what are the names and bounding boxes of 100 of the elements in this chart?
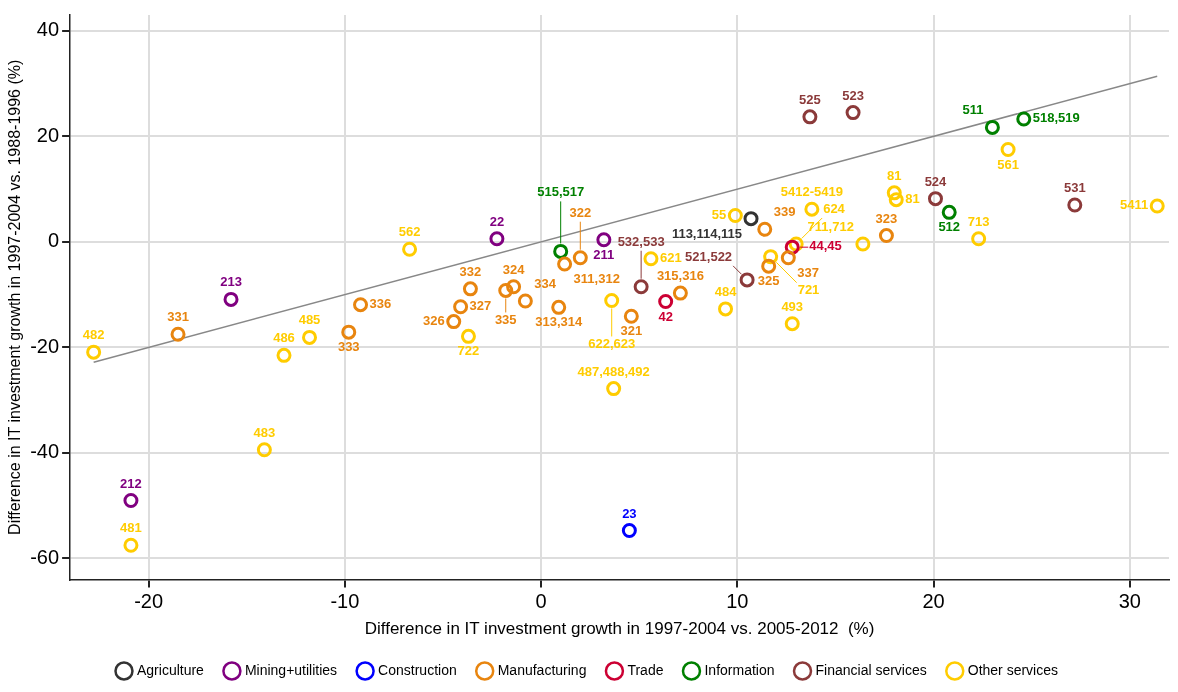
- point: [643, 251, 659, 267]
- annotation: 713: [967, 213, 990, 229]
- point: [780, 250, 796, 266]
- x-axis-title: Difference in IT investment growth in 1997-2004 vs. 2005-2012 (%): [364, 619, 875, 639]
- x-tick-label: 20: [922, 590, 945, 613]
- annotation: 515,517: [537, 184, 585, 200]
- y-tick-label: 20: [36, 123, 60, 146]
- annotation: 324: [502, 261, 526, 277]
- point: [623, 308, 639, 324]
- point: [460, 328, 476, 344]
- annotation: 621: [659, 249, 682, 265]
- annotation: 212: [120, 475, 142, 491]
- annotation: 81: [905, 190, 920, 206]
- annotation: 561: [997, 156, 1019, 172]
- annotation: 311,312: [573, 271, 620, 287]
- y-tick-label: -40: [30, 440, 60, 463]
- annotation: 113,114,115: [671, 225, 743, 241]
- legend-label: Mining+utilities: [244, 661, 338, 678]
- point: [761, 258, 777, 274]
- annotation: 44,45: [809, 238, 842, 254]
- annotation: 493: [781, 298, 804, 314]
- point: [596, 232, 612, 248]
- point: [446, 314, 462, 330]
- annotation: 486: [273, 330, 295, 346]
- annotation: 525: [799, 91, 821, 107]
- annotation: 722: [457, 343, 480, 359]
- x-tick-label: -10: [330, 590, 360, 613]
- point: [86, 344, 102, 360]
- annotation: 5412-5419: [780, 184, 843, 200]
- annotation: 42: [658, 308, 673, 324]
- point: [557, 256, 573, 272]
- point: [341, 324, 357, 340]
- annotation: 213: [220, 274, 242, 290]
- annotation: 482: [82, 327, 105, 343]
- annotation: 5411: [1120, 197, 1149, 213]
- point: [855, 236, 871, 252]
- annotation: 315,316: [656, 268, 704, 284]
- annotation: 484: [714, 283, 738, 299]
- point: [757, 221, 773, 237]
- point: [743, 211, 759, 227]
- point: [633, 279, 649, 295]
- legend-label: Other services: [967, 661, 1059, 678]
- point: [123, 537, 139, 553]
- annotation: 336: [369, 295, 392, 311]
- annotation: 532,533: [617, 233, 665, 249]
- y-axis-title: Difference in IT investment growth in 1997-2004 vs. 1988-1996 (%): [6, 59, 24, 535]
- point: [353, 297, 369, 313]
- annotation: 518,519: [1032, 110, 1080, 126]
- annotation: 81: [887, 167, 902, 183]
- legend-label: Trade: [627, 661, 664, 678]
- point: [971, 231, 987, 247]
- point: [886, 185, 902, 201]
- legend-label: Manufacturing: [497, 661, 587, 678]
- annotation: 23: [622, 505, 637, 521]
- point: [888, 192, 904, 208]
- annotation: 487,488,492: [577, 363, 650, 379]
- point: [845, 105, 861, 121]
- point: [1016, 111, 1032, 127]
- annotation: 721: [797, 281, 820, 297]
- annotation: 562: [398, 224, 421, 240]
- point: [1149, 198, 1165, 214]
- legend-label: Information: [704, 661, 775, 678]
- annotation: 523: [842, 87, 864, 103]
- x-tick-label: 30: [1118, 590, 1141, 613]
- annotation: 325: [757, 273, 780, 289]
- point: [498, 282, 514, 298]
- annotation: 326: [423, 312, 445, 328]
- annotation: 337: [797, 264, 820, 280]
- annotation: 485: [298, 312, 321, 328]
- legend-label: Construction: [378, 661, 457, 678]
- point: [402, 241, 418, 257]
- point: [658, 294, 674, 310]
- annotation: 511: [962, 102, 984, 118]
- point: [604, 292, 620, 308]
- annotation: 322: [569, 204, 592, 220]
- point: [489, 231, 505, 247]
- point: [621, 523, 637, 539]
- annotation: 327: [469, 297, 492, 313]
- x-tick-label: 0: [535, 590, 547, 613]
- annotation: 22: [489, 213, 505, 229]
- point: [276, 347, 292, 363]
- annotation: 333: [337, 339, 360, 355]
- annotation: 521,522: [685, 248, 733, 264]
- annotation: 339: [773, 204, 796, 220]
- point: [517, 293, 533, 309]
- point: [551, 299, 567, 315]
- point: [802, 109, 818, 125]
- annotation: 512: [938, 219, 961, 235]
- annotation: 624: [823, 201, 846, 217]
- annotation: 481: [120, 520, 142, 536]
- point: [784, 316, 800, 332]
- y-tick-label: -20: [30, 334, 60, 357]
- point: [302, 329, 318, 345]
- annotation: 335: [494, 311, 517, 327]
- point: [941, 204, 957, 220]
- point: [553, 243, 569, 259]
- annotation: 211: [593, 246, 615, 262]
- point: [878, 228, 894, 244]
- x-tick-label: -20: [134, 590, 164, 613]
- point: [804, 201, 820, 217]
